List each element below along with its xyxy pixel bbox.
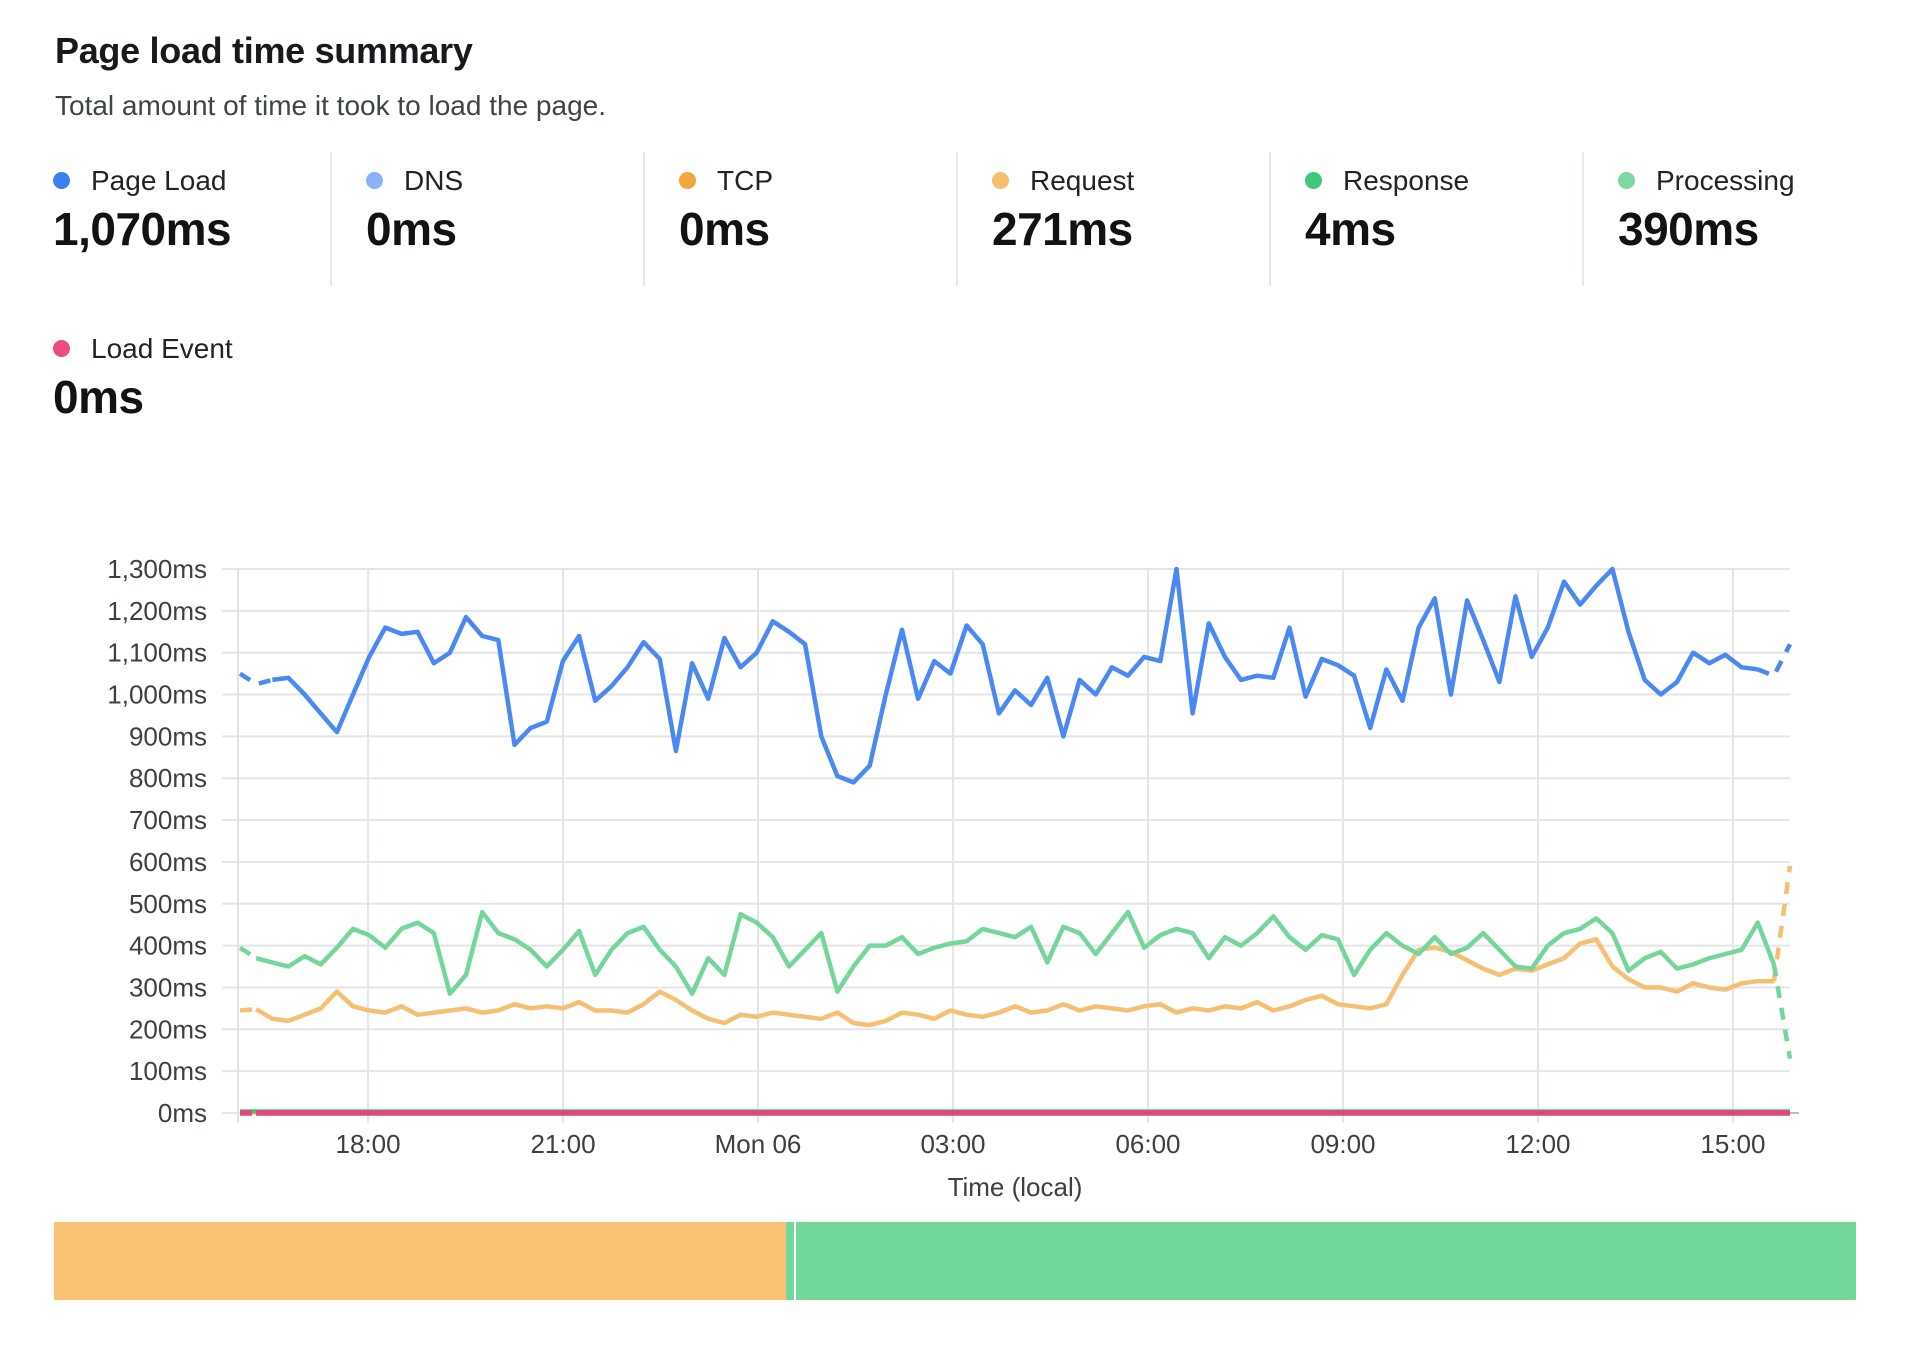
x-tick-label: 06:00 bbox=[1115, 1129, 1180, 1159]
tile-divider bbox=[956, 152, 958, 286]
series-processing bbox=[1771, 964, 1793, 1059]
metric-label: Processing bbox=[1656, 165, 1795, 196]
y-tick-label: 1,200ms bbox=[107, 596, 207, 626]
metric-value: 0ms bbox=[53, 371, 144, 423]
timeline-status-bar bbox=[54, 1222, 1856, 1300]
tile-divider bbox=[330, 152, 332, 286]
y-tick-label: 500ms bbox=[129, 889, 207, 919]
tile-divider bbox=[1269, 152, 1271, 286]
y-tick-label: 1,300ms bbox=[107, 554, 207, 584]
status-bar-segment bbox=[795, 1222, 1856, 1300]
response-dot-icon bbox=[1305, 172, 1322, 189]
status-bar-segment bbox=[785, 1222, 794, 1300]
y-tick-label: 400ms bbox=[129, 931, 207, 961]
x-tick-label: 12:00 bbox=[1505, 1129, 1570, 1159]
processing-dot-icon bbox=[1618, 172, 1635, 189]
series-page-load bbox=[1756, 643, 1793, 678]
tile-divider bbox=[643, 152, 645, 286]
gridlines: 0ms 100ms 200ms 300ms 400ms 500ms 600ms 700ms 80… bbox=[107, 554, 1799, 1202]
y-tick-label: 700ms bbox=[129, 805, 207, 835]
page-title: Page load time summary bbox=[55, 30, 473, 71]
metric-value: 0ms bbox=[679, 203, 770, 255]
y-tick-label: 600ms bbox=[129, 847, 207, 877]
x-tick-label: 18:00 bbox=[335, 1129, 400, 1159]
x-tick-label: 15:00 bbox=[1700, 1129, 1765, 1159]
metric-label: Request bbox=[1030, 165, 1135, 196]
x-tick-label: Mon 06 bbox=[715, 1129, 802, 1159]
page-load-dot-icon bbox=[53, 172, 70, 189]
metric-value: 271ms bbox=[992, 203, 1133, 255]
x-tick-label: 21:00 bbox=[530, 1129, 595, 1159]
series-request bbox=[1771, 865, 1793, 982]
x-tick-label: 03:00 bbox=[920, 1129, 985, 1159]
series-page-load bbox=[238, 671, 273, 687]
tile-divider bbox=[1582, 152, 1584, 286]
metric-value: 4ms bbox=[1305, 203, 1396, 255]
y-tick-label: 0ms bbox=[158, 1098, 207, 1128]
series-processing bbox=[255, 909, 1776, 996]
page-subtitle: Total amount of time it took to load the… bbox=[55, 90, 607, 121]
x-axis-title: Time (local) bbox=[948, 1172, 1083, 1202]
series-request bbox=[239, 1006, 257, 1013]
metric-value: 390ms bbox=[1618, 203, 1759, 255]
y-tick-label: 1,000ms bbox=[107, 680, 207, 710]
metric-value: 1,070ms bbox=[53, 203, 232, 255]
series-processing bbox=[238, 945, 258, 961]
tcp-dot-icon bbox=[679, 172, 696, 189]
y-tick-label: 200ms bbox=[129, 1014, 207, 1044]
x-tick-label: 09:00 bbox=[1310, 1129, 1375, 1159]
status-bar-segment bbox=[54, 1222, 786, 1300]
series-page-load bbox=[272, 566, 1758, 785]
y-tick-label: 900ms bbox=[129, 721, 207, 751]
metric-value: 0ms bbox=[366, 203, 457, 255]
y-tick-label: 100ms bbox=[129, 1056, 207, 1086]
dns-dot-icon bbox=[366, 172, 383, 189]
y-tick-label: 1,100ms bbox=[107, 638, 207, 668]
series-request bbox=[254, 937, 1774, 1028]
metric-label: DNS bbox=[404, 165, 464, 196]
metric-label: Page Load bbox=[91, 165, 227, 196]
load-event-dot-icon bbox=[53, 340, 70, 357]
y-tick-label: 300ms bbox=[129, 972, 207, 1002]
metric-label: Load Event bbox=[91, 333, 233, 364]
metric-label: Response bbox=[1343, 165, 1470, 196]
status-bar-segment bbox=[793, 1222, 796, 1300]
y-tick-label: 800ms bbox=[129, 763, 207, 793]
metric-label: TCP bbox=[717, 165, 773, 196]
request-dot-icon bbox=[992, 172, 1009, 189]
